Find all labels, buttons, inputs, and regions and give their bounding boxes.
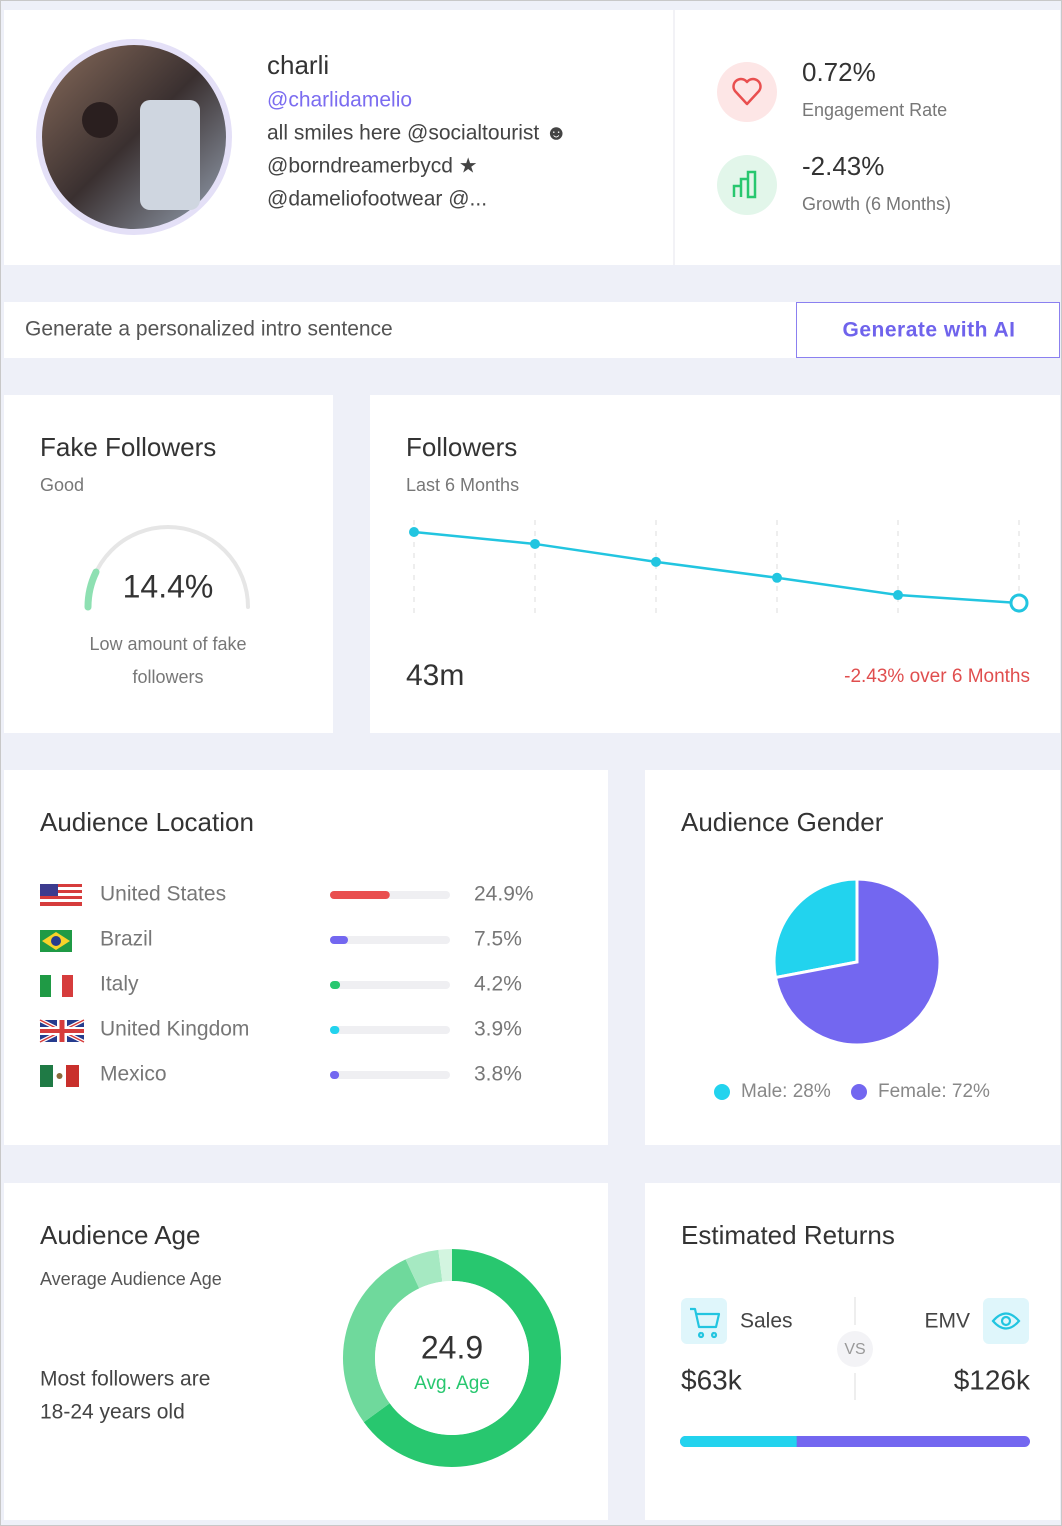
country-name: Brazil [100,928,153,951]
flag-mexico [40,1065,79,1087]
fake-followers-card [4,395,333,733]
chart-icon [732,170,757,199]
pie-slice [773,877,942,1047]
stat-value: 0.72% [802,57,876,87]
location-value: 3.8% [474,1063,522,1086]
sales-label: Sales [740,1310,793,1333]
legend-label: Male: 28% [741,1081,831,1102]
gauge-fill [84,568,100,611]
location-bar [330,1071,340,1079]
followers-point [409,527,419,537]
description: followers [132,667,203,687]
legend-dot [851,1084,867,1100]
gauge-value: 14.4% [123,568,214,604]
vs-badge [837,1331,873,1367]
flag-us [40,884,82,906]
description: Low amount of fake [89,634,246,654]
bio-line: @dameliofootwear @... [267,188,487,211]
age-note: Most followers are [40,1368,210,1391]
location-value: 24.9% [474,883,534,906]
legend-dot [714,1084,730,1100]
country-name: United Kingdom [100,1018,249,1041]
bio-line: all smiles here @socialtourist ☻ [267,122,567,145]
rating: Good [40,475,84,495]
location-bar [330,1026,340,1034]
location-card [4,770,608,1145]
followers-card [370,395,1060,733]
average-age-label: Avg. Age [414,1373,490,1394]
sales-value: $63k [681,1364,743,1395]
eye-pupil [1000,1315,1012,1327]
engagement-icon [717,62,777,122]
donut-segment [363,1249,561,1467]
returns-bar [680,1436,797,1447]
card-title: Fake Followers [40,432,216,462]
heart-icon [732,77,762,106]
eye-icon [991,1312,1021,1330]
flag-brazil [40,930,72,952]
location-bar [330,981,341,989]
card-title: Audience Location [40,807,254,837]
card-title: Estimated Returns [681,1220,895,1250]
legend-label: Female: 72% [878,1081,990,1102]
donut-separator [375,1281,529,1435]
donut-segment [405,1249,443,1289]
followers-point [893,590,903,601]
country-name: Italy [100,973,139,996]
followers-total: 43m [406,659,464,692]
stat-value: -2.43% [802,151,884,181]
avatar[interactable] [36,39,232,235]
subtitle: Average Audience Age [40,1269,222,1289]
location-value: 7.5% [474,928,522,951]
followers-point [530,538,540,549]
returns-bar-join [790,1436,797,1447]
profile-handle[interactable]: @charlidamelio [267,89,412,112]
followers-point [651,556,661,567]
profile-name: charli [267,50,329,80]
followers-line [413,530,1020,605]
generate-button-label[interactable]: Generate with AI [843,319,1016,342]
age-note: 18-24 years old [40,1401,185,1424]
emv-label: EMV [924,1310,970,1333]
flag-italy [40,975,73,997]
location-value: 4.2% [474,973,522,996]
intro-input[interactable] [4,302,796,358]
pie-slice [772,877,859,980]
country-name: Mexico [100,1063,167,1086]
location-bar [330,891,390,899]
emv-icon [983,1298,1029,1344]
followers-change: -2.43% over 6 Months [844,666,1030,687]
bio-line: @borndreamerbycd ★ [267,155,478,178]
generate-button[interactable] [796,302,1060,358]
vs-text: VS [844,1341,865,1358]
stat-label: Engagement Rate [802,100,947,120]
donut-segment [438,1248,453,1282]
followers-point [772,572,782,583]
location-value: 3.9% [474,1018,522,1041]
avatar-phone [140,100,200,210]
avatar-head [82,102,118,138]
donut-segment [343,1259,420,1423]
sales-icon [681,1298,727,1344]
card-title: Followers [406,432,517,462]
flag-uk [39,1018,85,1044]
stat-label: Growth (6 Months) [802,194,951,214]
cart-icon [690,1307,721,1339]
emv-value: $126k [954,1364,1031,1395]
card-title: Audience Gender [681,807,884,837]
followers-point [1009,593,1029,613]
intro-placeholder: Generate a personalized intro sentence [25,318,393,341]
location-bar [330,936,348,944]
country-name: United States [100,883,226,906]
average-age: 24.9 [421,1329,483,1365]
subtitle: Last 6 Months [406,475,519,495]
card-title: Audience Age [40,1220,200,1250]
